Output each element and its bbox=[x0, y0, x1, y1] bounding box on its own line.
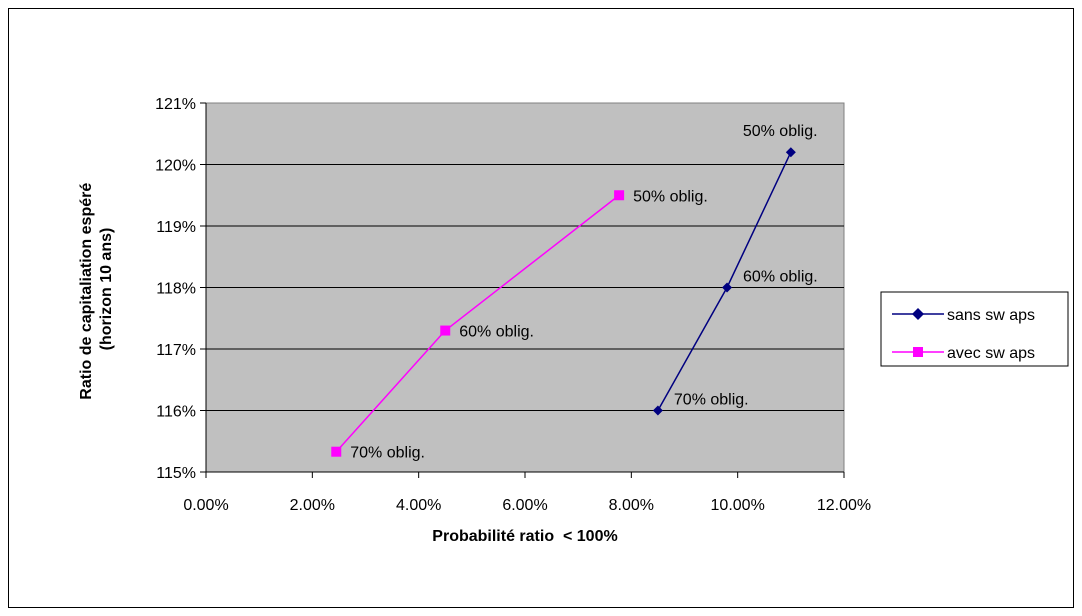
legend-diamond-marker bbox=[912, 308, 924, 320]
series-avec-sw-aps: 70% oblig. 60% oblig. 50% oblig. bbox=[331, 188, 708, 462]
x-tick-labels: 0.00% 2.00% 4.00% 6.00% 8.00% 10.00% 12.00% bbox=[183, 497, 871, 514]
y-tick-label: 120% bbox=[155, 158, 196, 175]
series-group: 70% oblig.60% oblig.50% oblig.70% oblig.… bbox=[331, 123, 818, 462]
y-tick-label: 118% bbox=[156, 281, 196, 298]
data-label: 50% oblig. bbox=[743, 123, 818, 140]
data-point-square bbox=[614, 190, 625, 201]
x-tick-label: 6.00% bbox=[502, 497, 547, 514]
y-axis-title: Ratio de capitaliation espéré (horizon 1… bbox=[78, 178, 115, 399]
legend-square-marker bbox=[913, 347, 923, 357]
data-point-diamond bbox=[785, 147, 796, 158]
data-point-square bbox=[331, 446, 342, 457]
legend-box bbox=[880, 291, 1069, 367]
y-tick-label: 119% bbox=[156, 219, 196, 236]
x-axis-title: Probabilité ratio < 100% bbox=[432, 528, 617, 545]
data-point-diamond bbox=[722, 282, 733, 293]
x-tick-label: 12.00% bbox=[817, 497, 871, 514]
y-tick-label: 115% bbox=[156, 465, 196, 482]
data-label: 70% oblig. bbox=[350, 445, 425, 462]
y-axis-title-line-2: (horizon 10 ans) bbox=[98, 228, 115, 351]
y-axis-title-line-1: Ratio de capitaliation espéré bbox=[78, 183, 95, 400]
axes bbox=[200, 102, 845, 478]
x-tick-label: 0.00% bbox=[183, 497, 228, 514]
legend-label-sans-swaps: sans sw aps bbox=[947, 307, 1035, 324]
y-tick-label: 116% bbox=[156, 404, 196, 421]
x-tick-label: 10.00% bbox=[711, 497, 765, 514]
data-point-diamond bbox=[652, 405, 663, 416]
series-sans-sw-aps: 70% oblig. 60% oblig. 50% oblig. bbox=[652, 123, 818, 416]
data-label: 50% oblig. bbox=[633, 188, 708, 205]
x-tick-label: 4.00% bbox=[396, 497, 441, 514]
legend-item-sans-swaps: sans sw aps bbox=[892, 307, 1035, 324]
y-tick-label: 117% bbox=[156, 342, 196, 359]
data-point-square bbox=[440, 325, 451, 336]
y-tick-label: 121% bbox=[155, 96, 196, 113]
data-label: 70% oblig. bbox=[674, 392, 749, 409]
legend-label-avec-swaps: avec sw aps bbox=[947, 345, 1035, 362]
y-tick-labels: 115% 116% 117% 118% 119% 120% 121% bbox=[155, 96, 196, 482]
data-label: 60% oblig. bbox=[743, 269, 818, 286]
x-tick-label: 2.00% bbox=[290, 497, 335, 514]
x-tick-label: 8.00% bbox=[609, 497, 654, 514]
legend: sans sw aps avec sw aps bbox=[880, 291, 1069, 367]
gridlines bbox=[206, 164, 844, 411]
data-label: 60% oblig. bbox=[459, 324, 534, 341]
legend-item-avec-swaps: avec sw aps bbox=[892, 345, 1035, 362]
